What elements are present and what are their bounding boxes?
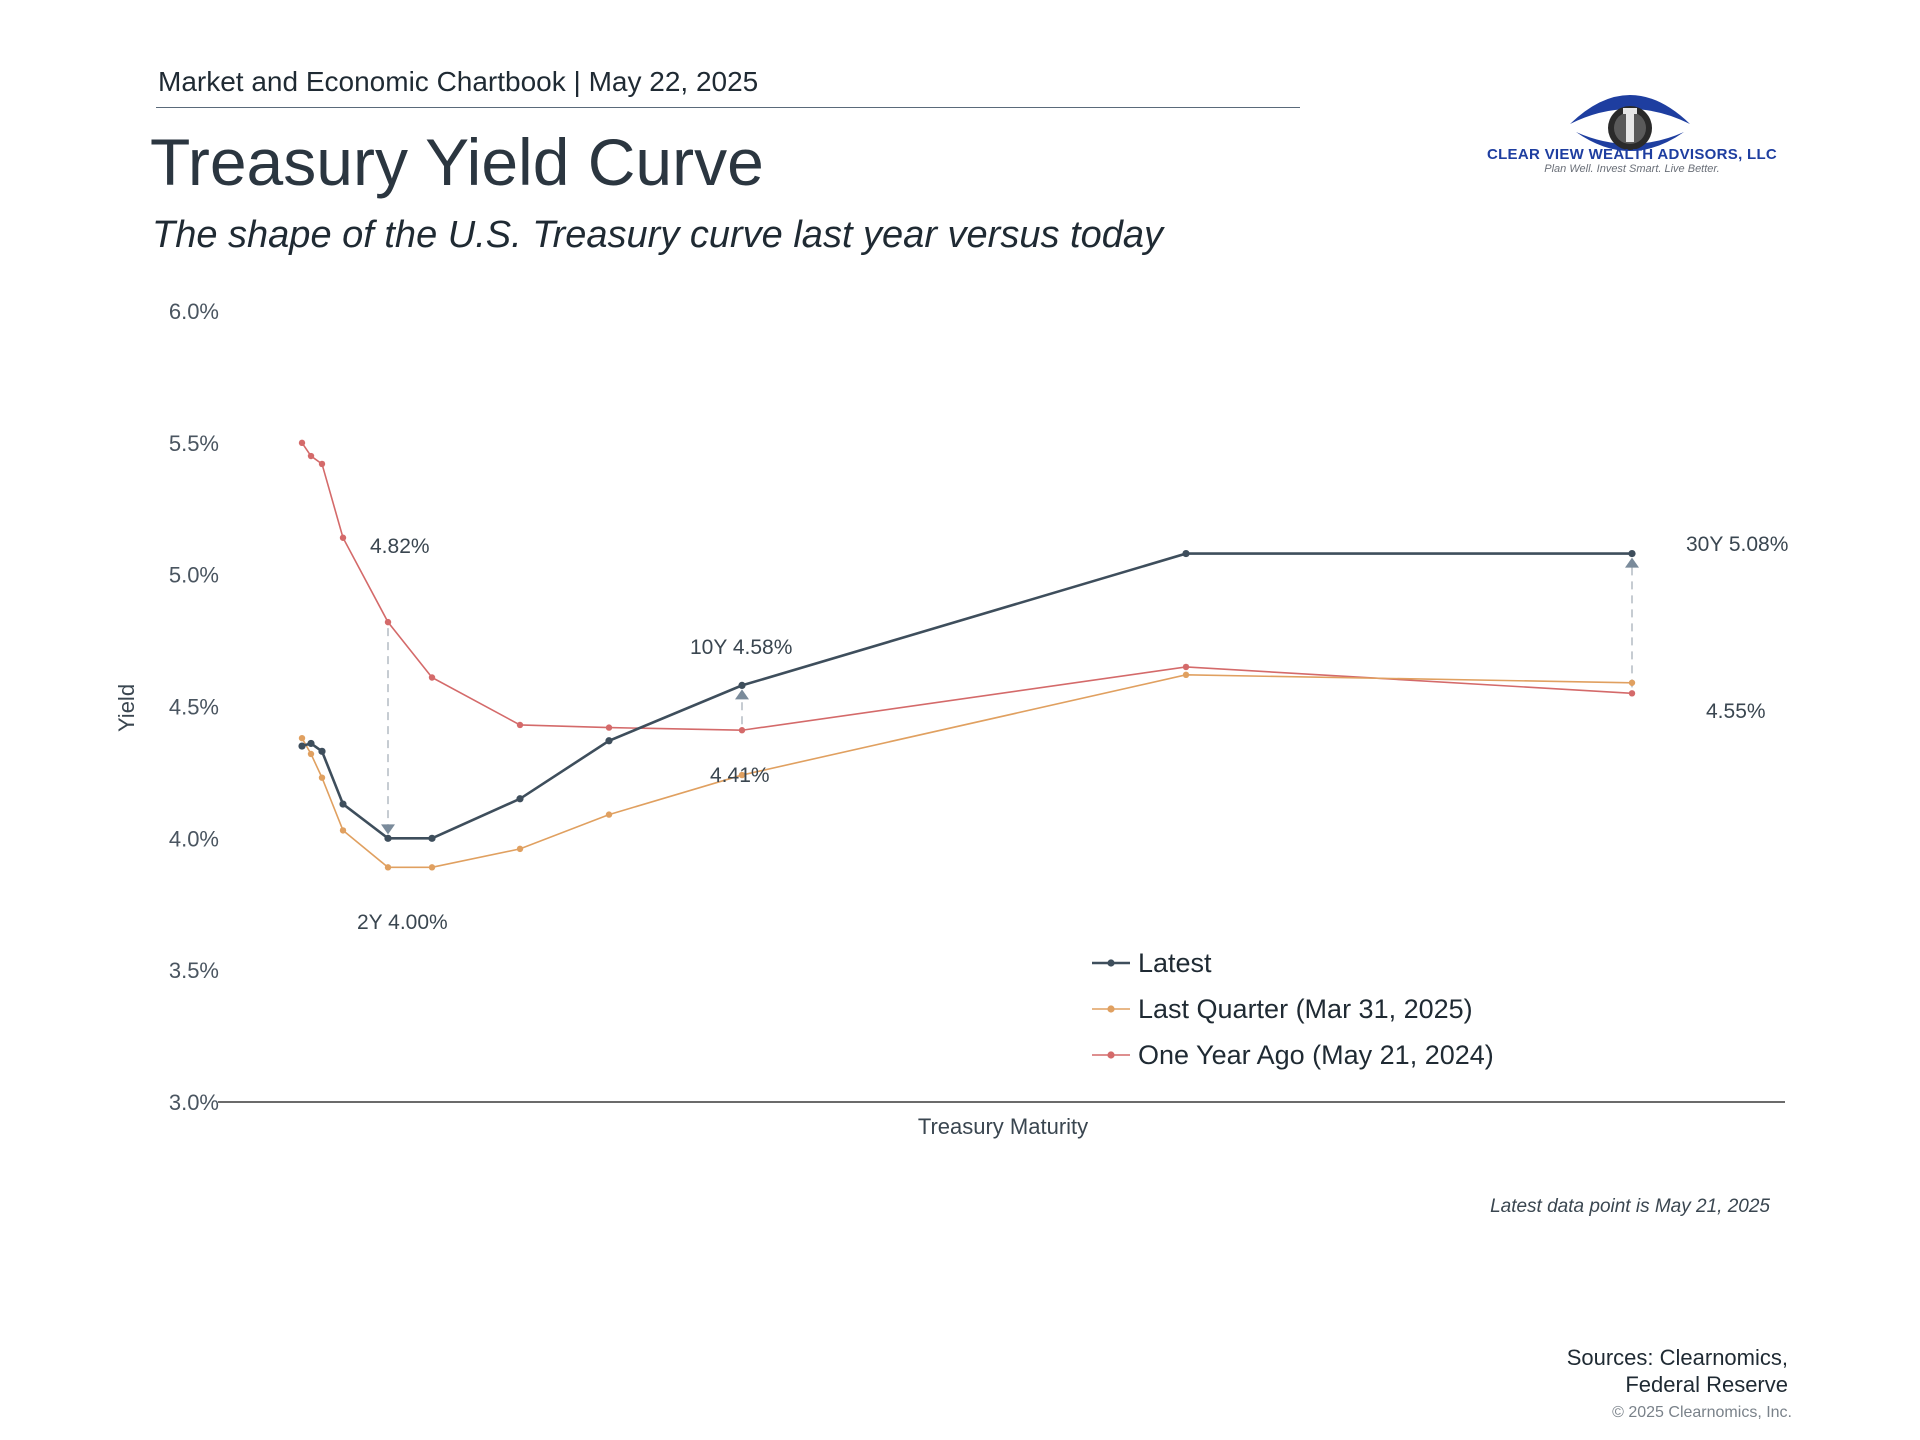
guide-arrow bbox=[1625, 557, 1639, 568]
data-point bbox=[516, 845, 524, 853]
latest-data-note: Latest data point is May 21, 2025 bbox=[1490, 1196, 1770, 1217]
sources-line-2: Federal Reserve bbox=[1625, 1372, 1788, 1397]
guide-arrow bbox=[735, 689, 749, 700]
data-point bbox=[339, 827, 347, 834]
header-divider bbox=[156, 107, 1300, 108]
data-point bbox=[428, 674, 436, 681]
series-lines bbox=[298, 439, 1636, 871]
annotation-label: 4.55% bbox=[1706, 700, 1766, 723]
annotation-label: 4.41% bbox=[710, 764, 770, 787]
page-title: Treasury Yield Curve bbox=[150, 125, 764, 199]
annotations: 4.82% 2Y 4.00% 10Y 4.58% 4.41% 30Y 5.08% 4.55… bbox=[357, 533, 1788, 934]
y-tick-label: 5.0% bbox=[169, 563, 219, 588]
data-point bbox=[1628, 679, 1636, 686]
legend: Latest Last Quarter (Mar 31, 2025) One Yea… bbox=[1092, 948, 1494, 1070]
y-axis-label: Yield bbox=[114, 684, 139, 732]
data-point bbox=[428, 834, 436, 842]
y-tick-label: 3.0% bbox=[169, 1090, 219, 1115]
data-point bbox=[516, 721, 524, 729]
annotation-label: 30Y 5.08% bbox=[1686, 533, 1788, 556]
data-point bbox=[1628, 549, 1636, 558]
data-point bbox=[428, 864, 436, 871]
data-point bbox=[1182, 663, 1190, 671]
data-point bbox=[738, 681, 746, 690]
change-guides bbox=[381, 557, 1639, 835]
sources-text: Sources: Clearnomics, Federal Reserve bbox=[1567, 1344, 1788, 1398]
copyright: © 2025 Clearnomics, Inc. bbox=[1612, 1404, 1792, 1421]
sources-line-1: Sources: Clearnomics, bbox=[1566, 1345, 1788, 1370]
x-axis-label: Treasury Maturity bbox=[918, 1114, 1088, 1139]
data-point bbox=[298, 439, 306, 447]
data-point bbox=[298, 742, 306, 750]
series-line bbox=[301, 674, 1633, 869]
legend-label: One Year Ago (May 21, 2024) bbox=[1138, 1040, 1494, 1070]
data-point bbox=[307, 750, 315, 758]
data-point bbox=[605, 737, 613, 745]
data-point bbox=[318, 460, 326, 468]
guide-arrow bbox=[381, 824, 395, 835]
data-point bbox=[738, 727, 746, 734]
y-tick-label: 3.5% bbox=[169, 958, 219, 983]
data-point bbox=[1628, 690, 1636, 697]
data-point bbox=[298, 734, 306, 742]
data-point bbox=[605, 724, 613, 731]
legend-label: Last Quarter (Mar 31, 2025) bbox=[1138, 994, 1473, 1024]
y-axis-ticks: 3.0% 3.5% 4.0% 4.5% 5.0% 5.5% 6.0% bbox=[169, 299, 219, 1115]
company-logo bbox=[1570, 95, 1690, 151]
data-point bbox=[605, 811, 613, 818]
data-point bbox=[738, 771, 746, 779]
data-point bbox=[1182, 549, 1190, 558]
y-tick-label: 4.0% bbox=[169, 826, 219, 851]
logo-eye-ring-lower bbox=[1576, 132, 1684, 151]
legend-swatch-marker bbox=[1107, 1051, 1115, 1059]
annotation-label: 10Y 4.58% bbox=[690, 636, 792, 659]
logo-tagline: Plan Well. Invest Smart. Live Better. bbox=[1544, 163, 1720, 175]
series-line bbox=[301, 552, 1632, 840]
data-point bbox=[339, 534, 347, 541]
y-tick-label: 6.0% bbox=[169, 299, 219, 324]
logo-company-name: CLEAR VIEW WEALTH ADVISORS, LLC bbox=[1486, 146, 1778, 163]
page-subtitle: The shape of the U.S. Treasury curve las… bbox=[152, 214, 1163, 256]
y-tick-label: 5.5% bbox=[169, 431, 219, 456]
y-tick-label: 4.5% bbox=[169, 695, 219, 720]
data-point bbox=[318, 774, 326, 781]
data-point bbox=[307, 739, 315, 748]
data-point bbox=[516, 795, 524, 803]
legend-swatch-marker bbox=[1107, 959, 1115, 967]
data-point bbox=[384, 618, 392, 626]
data-point bbox=[384, 834, 392, 842]
annotation-label: 2Y 4.00% bbox=[357, 911, 448, 934]
data-point bbox=[384, 864, 392, 871]
data-point bbox=[307, 452, 315, 460]
annotation-label: 4.82% bbox=[370, 535, 430, 558]
logo-eye-ring bbox=[1570, 95, 1690, 124]
legend-label: Latest bbox=[1138, 948, 1212, 978]
data-point bbox=[339, 800, 347, 808]
legend-swatch-marker bbox=[1107, 1005, 1115, 1013]
data-point bbox=[318, 747, 326, 755]
series-line bbox=[301, 442, 1633, 732]
data-point bbox=[1182, 671, 1190, 679]
chartbook-header: Market and Economic Chartbook | May 22, … bbox=[158, 66, 759, 97]
